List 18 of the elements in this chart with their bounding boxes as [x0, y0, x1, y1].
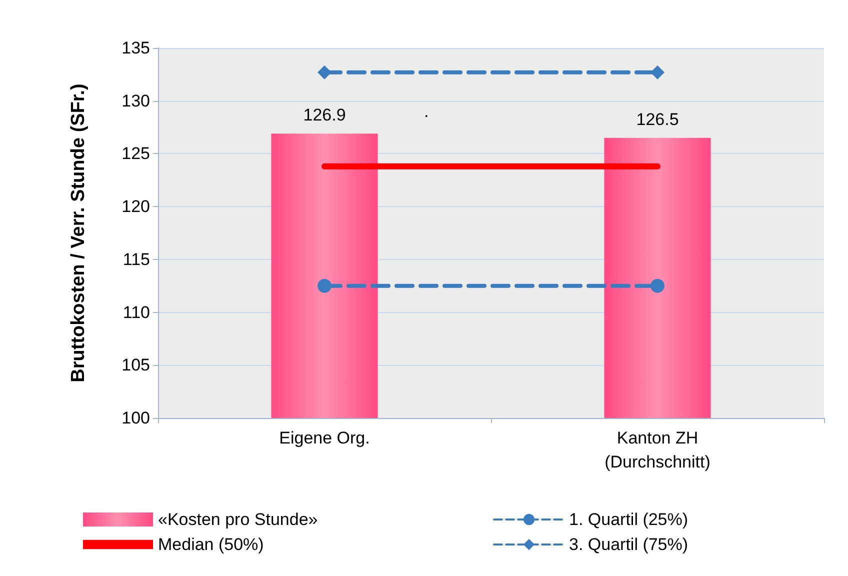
y-tick-label: 105: [122, 356, 150, 375]
x-tick-label: Eigene Org.: [279, 428, 370, 448]
x-tick-label: Kanton ZH (Durchschnitt): [604, 428, 710, 472]
y-tick-label: 135: [122, 38, 150, 58]
y-tick-label: 120: [122, 197, 150, 216]
legend-label: «Kosten pro Stunde»: [158, 510, 318, 529]
y-tick-label: 100: [122, 408, 150, 428]
data-label: 126.5: [636, 110, 679, 129]
y-tick-label: 130: [122, 91, 150, 110]
y-tick-label: 110: [122, 302, 150, 322]
y-tick-label: 125: [122, 144, 150, 164]
legend-label: 1. Quartil (25%): [569, 510, 688, 529]
annotation: .: [424, 102, 429, 121]
data-label: 126.9: [303, 106, 346, 125]
legend-label: 3. Quartil (75%): [569, 535, 688, 554]
legend-label: Median (50%): [158, 535, 264, 554]
y-tick-label: 115: [122, 250, 150, 269]
y-axis-title: Bruttokosten / Verr. Stunde (SFr.): [68, 84, 89, 382]
